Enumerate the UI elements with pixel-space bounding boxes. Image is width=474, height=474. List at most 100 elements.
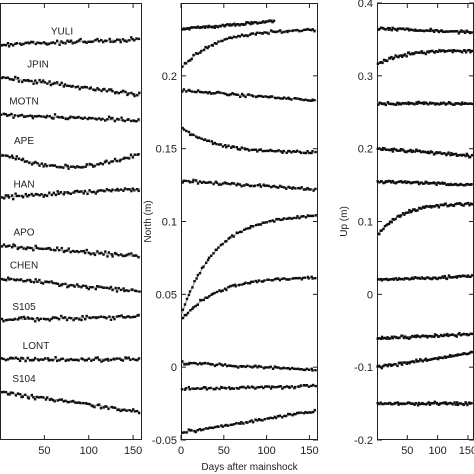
data-point <box>413 403 416 406</box>
data-point <box>6 393 10 396</box>
data-point <box>69 115 72 118</box>
y-tick-label: 0.1 <box>358 217 373 229</box>
data-point <box>451 354 454 358</box>
data-point <box>196 182 200 185</box>
data-point <box>263 149 267 153</box>
data-point <box>381 26 384 30</box>
data-point <box>199 51 202 54</box>
data-point <box>420 207 423 210</box>
data-point <box>459 275 462 278</box>
data-point <box>445 334 448 337</box>
data-point <box>415 180 418 184</box>
data-point <box>428 181 431 185</box>
data-point <box>444 103 448 106</box>
station-label: YULI <box>51 27 73 38</box>
data-point <box>189 309 192 312</box>
data-point <box>447 274 451 277</box>
data-point <box>215 290 219 294</box>
data-point <box>402 402 405 405</box>
data-point <box>221 145 225 148</box>
data-point <box>414 402 418 405</box>
data-point <box>73 401 77 404</box>
data-point <box>231 364 234 368</box>
data-point <box>208 362 212 366</box>
data-point <box>254 364 257 367</box>
x-tick-label: 50 <box>38 445 50 457</box>
data-point <box>386 101 390 104</box>
data-point <box>184 62 188 65</box>
data-point <box>408 337 411 340</box>
data-point <box>37 396 40 399</box>
data-point <box>108 37 111 41</box>
data-point <box>62 166 65 169</box>
data-point <box>41 282 45 285</box>
data-point <box>46 357 50 360</box>
data-point <box>73 250 76 253</box>
data-point <box>212 388 215 391</box>
data-point <box>91 286 94 289</box>
data-point <box>300 278 303 281</box>
data-point <box>187 293 191 297</box>
data-point <box>383 402 387 405</box>
data-point <box>214 388 217 391</box>
data-point <box>294 385 297 389</box>
data-point <box>111 406 115 409</box>
data-point <box>256 386 259 389</box>
data-point <box>122 316 125 319</box>
data-point <box>221 289 224 292</box>
data-point <box>451 30 455 33</box>
data-point <box>446 205 449 208</box>
data-point <box>131 156 135 159</box>
data-point <box>135 289 138 293</box>
data-point <box>450 151 453 155</box>
data-point <box>253 21 256 24</box>
data-point <box>181 431 184 434</box>
data-point <box>6 358 10 361</box>
data-point <box>99 315 103 318</box>
data-point <box>416 29 419 32</box>
data-point <box>275 366 278 369</box>
data-point <box>420 359 423 362</box>
data-point <box>309 411 312 414</box>
data-point <box>273 184 276 188</box>
data-point <box>38 194 41 197</box>
data-point <box>418 149 421 152</box>
data-point <box>48 319 51 322</box>
data-point <box>456 401 459 404</box>
data-point <box>288 216 291 220</box>
data-point <box>52 164 55 167</box>
data-point <box>296 28 299 32</box>
data-point <box>181 90 184 93</box>
series-s104: S104 <box>0 374 141 415</box>
data-point <box>185 297 189 301</box>
data-point <box>435 28 438 32</box>
data-point <box>436 204 439 207</box>
data-point <box>47 42 51 46</box>
data-point <box>130 252 133 255</box>
data-point <box>448 276 451 279</box>
data-point <box>389 148 392 152</box>
data-point <box>91 40 95 43</box>
data-point <box>426 336 429 339</box>
data-point <box>59 191 62 194</box>
data-point <box>421 205 425 209</box>
data-point <box>92 165 95 168</box>
data-point <box>4 245 8 248</box>
data-point <box>246 21 249 24</box>
data-point <box>52 281 55 285</box>
data-point <box>254 95 258 99</box>
data-point <box>302 151 306 155</box>
data-point <box>17 114 20 118</box>
data-point <box>447 402 450 405</box>
data-point <box>464 202 467 206</box>
data-point <box>383 102 386 105</box>
data-point <box>48 246 51 250</box>
data-point <box>88 162 91 166</box>
data-point <box>117 189 120 192</box>
x-tick-label: 100 <box>257 445 275 457</box>
data-point <box>416 404 420 407</box>
data-point <box>285 187 288 190</box>
data-point <box>41 247 45 251</box>
data-point <box>265 221 268 224</box>
data-point <box>454 182 457 186</box>
